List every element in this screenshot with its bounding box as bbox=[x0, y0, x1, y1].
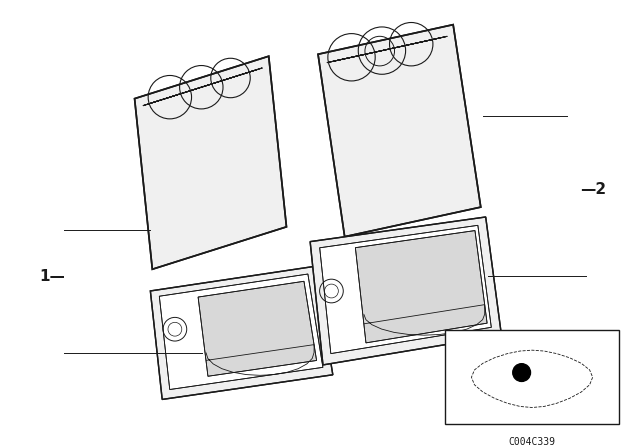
Polygon shape bbox=[335, 37, 442, 61]
Polygon shape bbox=[143, 68, 262, 106]
Polygon shape bbox=[404, 40, 430, 46]
Polygon shape bbox=[310, 217, 502, 365]
Polygon shape bbox=[327, 36, 447, 63]
Polygon shape bbox=[406, 40, 432, 45]
Bar bbox=[445, 331, 619, 424]
Polygon shape bbox=[159, 274, 323, 389]
Polygon shape bbox=[332, 38, 439, 61]
Polygon shape bbox=[318, 25, 481, 237]
Polygon shape bbox=[134, 56, 287, 269]
Polygon shape bbox=[234, 72, 250, 77]
Polygon shape bbox=[374, 47, 400, 52]
Polygon shape bbox=[355, 231, 487, 343]
Text: C004C339: C004C339 bbox=[509, 437, 556, 447]
Polygon shape bbox=[375, 47, 401, 52]
Polygon shape bbox=[215, 78, 232, 83]
Polygon shape bbox=[150, 266, 333, 400]
Polygon shape bbox=[151, 69, 257, 103]
Polygon shape bbox=[320, 225, 492, 353]
Text: —2: —2 bbox=[580, 182, 606, 197]
Polygon shape bbox=[148, 70, 255, 104]
Polygon shape bbox=[235, 71, 252, 77]
Text: 1—: 1— bbox=[39, 269, 65, 284]
Polygon shape bbox=[214, 78, 230, 83]
Polygon shape bbox=[198, 281, 317, 376]
Polygon shape bbox=[195, 84, 212, 89]
Polygon shape bbox=[194, 84, 211, 90]
Circle shape bbox=[513, 364, 531, 381]
